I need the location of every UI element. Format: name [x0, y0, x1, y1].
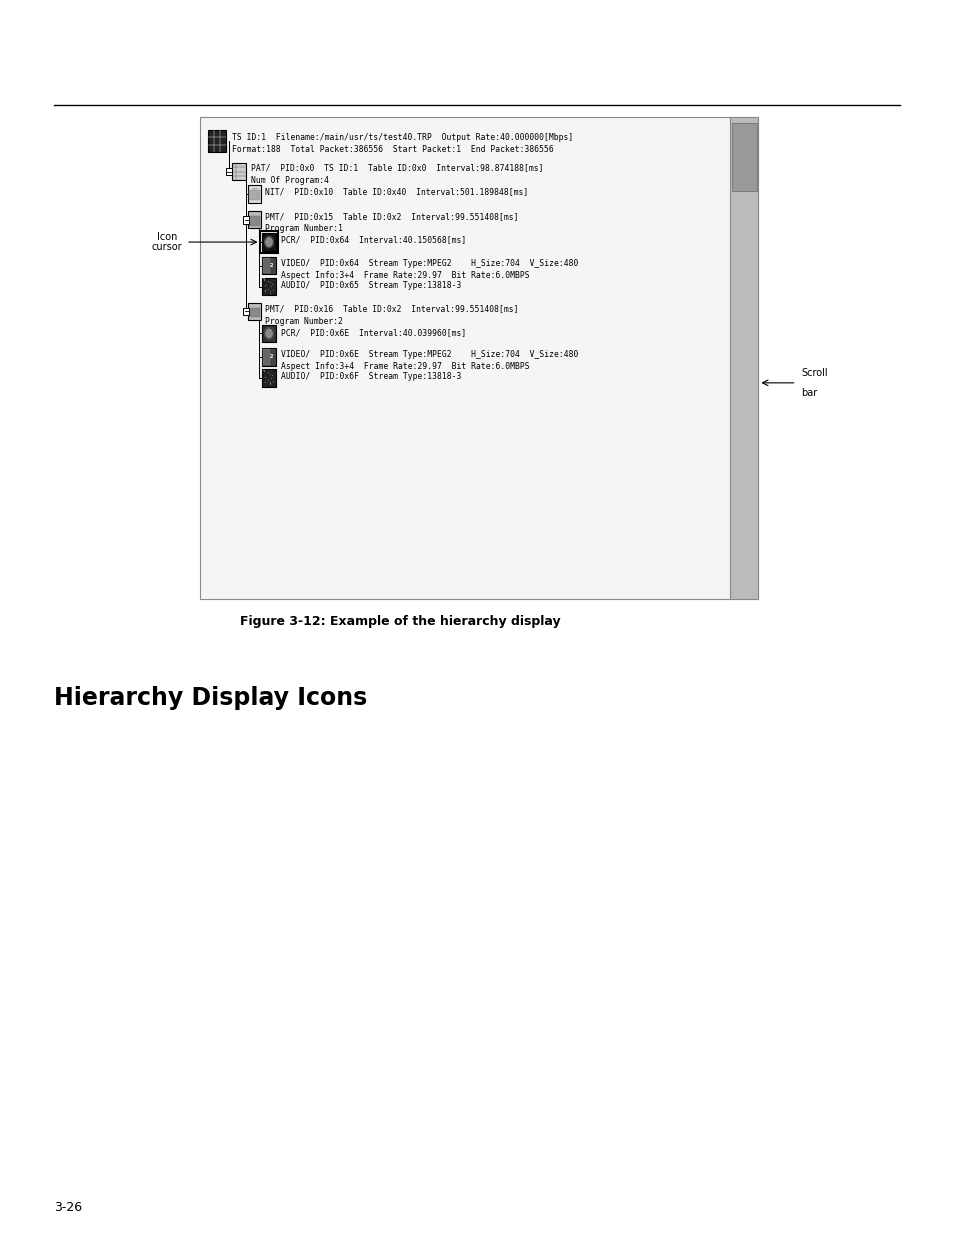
Bar	[262, 369, 275, 387]
Bar	[262, 348, 275, 366]
Bar	[262, 278, 275, 295]
Bar	[249, 190, 259, 200]
Bar	[249, 308, 259, 317]
Text: 2: 2	[270, 263, 273, 268]
Bar	[200, 117, 758, 599]
Text: Format:188  Total Packet:386556  Start Packet:1  End Packet:386556: Format:188 Total Packet:386556 Start Pac…	[232, 144, 553, 154]
Text: PMT/  PID:0x15  Table ID:0x2  Interval:99.551408[ms]: PMT/ PID:0x15 Table ID:0x2 Interval:99.5…	[265, 211, 518, 221]
Bar	[226, 168, 232, 175]
Text: Program Number:1: Program Number:1	[265, 224, 343, 233]
Text: TS ID:1  Filename:/main/usr/ts/test40.TRP  Output Rate:40.000000[Mbps]: TS ID:1 Filename:/main/usr/ts/test40.TRP…	[232, 132, 573, 142]
Bar	[262, 233, 275, 251]
Text: bar: bar	[801, 388, 817, 398]
Text: AUDIO/  PID:0x65  Stream Type:13818-3: AUDIO/ PID:0x65 Stream Type:13818-3	[281, 280, 461, 290]
Text: cursor: cursor	[152, 242, 182, 252]
Bar	[263, 350, 270, 364]
Text: Num Of Program:4: Num Of Program:4	[251, 175, 329, 185]
Text: PCR/  PID:0x64  Interval:40.150568[ms]: PCR/ PID:0x64 Interval:40.150568[ms]	[281, 235, 466, 245]
Text: Scroll: Scroll	[801, 368, 827, 378]
Text: PMT/  PID:0x16  Table ID:0x2  Interval:99.551408[ms]: PMT/ PID:0x16 Table ID:0x2 Interval:99.5…	[265, 304, 518, 314]
Bar	[243, 308, 249, 315]
Bar	[243, 216, 249, 224]
Text: 3-26: 3-26	[54, 1202, 82, 1214]
Text: Icon: Icon	[156, 232, 177, 242]
Text: VIDEO/  PID:0x6E  Stream Type:MPEG2    H_Size:704  V_Size:480: VIDEO/ PID:0x6E Stream Type:MPEG2 H_Size…	[281, 350, 578, 359]
Text: Program Number:2: Program Number:2	[265, 316, 343, 326]
Text: Aspect Info:3+4  Frame Rate:29.97  Bit Rate:6.0MBPS: Aspect Info:3+4 Frame Rate:29.97 Bit Rat…	[281, 270, 530, 280]
Text: AUDIO/  PID:0x6F  Stream Type:13818-3: AUDIO/ PID:0x6F Stream Type:13818-3	[281, 372, 461, 382]
Bar	[262, 325, 275, 342]
Circle shape	[265, 329, 273, 338]
Circle shape	[265, 237, 273, 247]
Bar	[729, 117, 758, 599]
Bar	[249, 216, 259, 226]
Text: 2: 2	[270, 354, 273, 359]
Bar	[731, 124, 756, 191]
Bar	[263, 258, 270, 273]
Bar	[232, 163, 246, 180]
Text: PAT/  PID:0x0  TS ID:1  Table ID:0x0  Interval:98.874188[ms]: PAT/ PID:0x0 TS ID:1 Table ID:0x0 Interv…	[251, 163, 543, 173]
Text: NIT/  PID:0x10  Table ID:0x40  Interval:501.189848[ms]: NIT/ PID:0x10 Table ID:0x40 Interval:501…	[265, 186, 528, 196]
Bar	[208, 130, 226, 152]
Bar	[260, 231, 277, 253]
Bar	[248, 211, 261, 228]
Bar	[262, 257, 275, 274]
Text: Aspect Info:3+4  Frame Rate:29.97  Bit Rate:6.0MBPS: Aspect Info:3+4 Frame Rate:29.97 Bit Rat…	[281, 362, 530, 372]
Text: VIDEO/  PID:0x64  Stream Type:MPEG2    H_Size:704  V_Size:480: VIDEO/ PID:0x64 Stream Type:MPEG2 H_Size…	[281, 258, 578, 268]
Text: Figure 3-12: Example of the hierarchy display: Figure 3-12: Example of the hierarchy di…	[240, 615, 560, 627]
Text: PCR/  PID:0x6E  Interval:40.039960[ms]: PCR/ PID:0x6E Interval:40.039960[ms]	[281, 327, 466, 337]
Bar	[248, 185, 261, 203]
Bar	[248, 303, 261, 320]
Text: Hierarchy Display Icons: Hierarchy Display Icons	[54, 685, 367, 710]
